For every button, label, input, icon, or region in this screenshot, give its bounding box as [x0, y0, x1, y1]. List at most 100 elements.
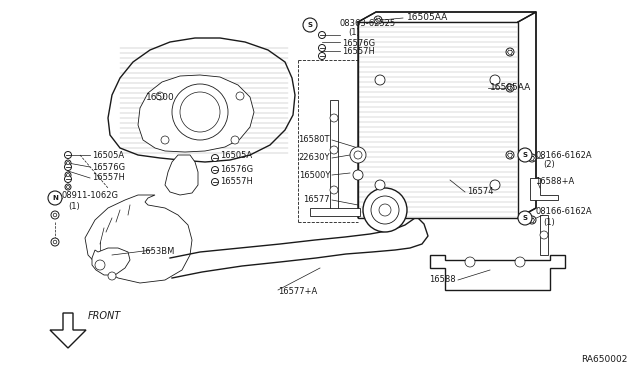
Polygon shape — [138, 75, 254, 152]
Text: RA650002: RA650002 — [582, 356, 628, 365]
Text: FRONT: FRONT — [88, 311, 121, 321]
Polygon shape — [358, 12, 536, 218]
Text: S: S — [522, 215, 527, 221]
Text: 16588: 16588 — [429, 276, 456, 285]
Circle shape — [518, 148, 532, 162]
Circle shape — [375, 180, 385, 190]
Circle shape — [319, 32, 326, 38]
Circle shape — [65, 160, 71, 166]
Circle shape — [528, 154, 536, 162]
Text: 16505A: 16505A — [220, 151, 252, 160]
Circle shape — [211, 179, 218, 186]
Polygon shape — [50, 313, 86, 348]
Circle shape — [51, 238, 59, 246]
Circle shape — [528, 216, 536, 224]
Polygon shape — [330, 100, 338, 212]
Circle shape — [506, 84, 514, 92]
Polygon shape — [92, 248, 130, 275]
Text: (1): (1) — [543, 218, 555, 227]
Circle shape — [506, 48, 514, 56]
Text: 16500: 16500 — [147, 93, 175, 103]
Polygon shape — [310, 208, 360, 216]
Text: 16505AA: 16505AA — [490, 83, 531, 93]
Circle shape — [350, 147, 366, 163]
Text: 16577: 16577 — [303, 196, 330, 205]
Text: 08363-62525: 08363-62525 — [340, 19, 396, 28]
Circle shape — [67, 161, 70, 164]
Circle shape — [353, 170, 363, 180]
Text: 16576G: 16576G — [92, 163, 125, 171]
Text: 22630Y: 22630Y — [298, 154, 330, 163]
Text: 16574: 16574 — [467, 187, 493, 196]
Text: 16580T: 16580T — [298, 135, 330, 144]
Circle shape — [65, 184, 71, 190]
Polygon shape — [530, 178, 558, 200]
Circle shape — [375, 75, 385, 85]
Circle shape — [231, 136, 239, 144]
Circle shape — [330, 186, 338, 194]
Circle shape — [303, 18, 317, 32]
Circle shape — [518, 211, 532, 225]
Circle shape — [156, 92, 164, 100]
Polygon shape — [358, 22, 518, 218]
Text: 16557H: 16557H — [342, 48, 375, 57]
Circle shape — [67, 173, 70, 176]
Text: (1): (1) — [68, 202, 80, 211]
Text: S: S — [307, 22, 312, 28]
Text: 08166-6162A: 08166-6162A — [535, 151, 591, 160]
Text: 16577+A: 16577+A — [278, 288, 317, 296]
Circle shape — [371, 196, 399, 224]
Circle shape — [465, 257, 475, 267]
Circle shape — [48, 191, 62, 205]
Circle shape — [506, 151, 514, 159]
Text: S: S — [522, 152, 527, 158]
Text: 08166-6162A: 08166-6162A — [535, 208, 591, 217]
Text: 16505A: 16505A — [92, 151, 124, 160]
Polygon shape — [108, 38, 295, 162]
Circle shape — [330, 146, 338, 154]
Text: 16557H: 16557H — [92, 173, 125, 183]
Text: 16500Y: 16500Y — [299, 170, 330, 180]
Polygon shape — [430, 255, 565, 290]
Circle shape — [330, 114, 338, 122]
Polygon shape — [85, 195, 192, 283]
Polygon shape — [540, 215, 548, 255]
Circle shape — [515, 257, 525, 267]
Circle shape — [211, 167, 218, 173]
Circle shape — [374, 16, 382, 24]
Text: 16557H: 16557H — [220, 177, 253, 186]
Polygon shape — [165, 155, 198, 195]
Circle shape — [180, 92, 220, 132]
Text: 16588+A: 16588+A — [535, 177, 574, 186]
Circle shape — [95, 260, 105, 270]
Text: 16505AA: 16505AA — [407, 13, 448, 22]
Circle shape — [540, 231, 548, 239]
Circle shape — [319, 45, 326, 51]
Circle shape — [172, 84, 228, 140]
Circle shape — [236, 92, 244, 100]
Circle shape — [65, 176, 72, 183]
Circle shape — [379, 204, 391, 216]
Circle shape — [211, 154, 218, 161]
Circle shape — [51, 211, 59, 219]
Text: (2): (2) — [543, 160, 555, 170]
Text: 1653BM: 1653BM — [140, 247, 174, 257]
Circle shape — [108, 272, 116, 280]
Circle shape — [161, 136, 169, 144]
Circle shape — [67, 186, 70, 189]
Circle shape — [65, 172, 71, 178]
Text: 16576G: 16576G — [342, 38, 375, 48]
Circle shape — [319, 52, 326, 60]
Text: 08911-1062G: 08911-1062G — [62, 192, 119, 201]
Circle shape — [490, 180, 500, 190]
Circle shape — [65, 151, 72, 158]
Circle shape — [363, 188, 407, 232]
Circle shape — [53, 213, 57, 217]
Circle shape — [65, 164, 72, 170]
Circle shape — [354, 151, 362, 159]
Circle shape — [53, 240, 57, 244]
Text: 16576G: 16576G — [220, 166, 253, 174]
Text: N: N — [52, 195, 58, 201]
Text: (1): (1) — [348, 28, 360, 36]
Circle shape — [490, 75, 500, 85]
